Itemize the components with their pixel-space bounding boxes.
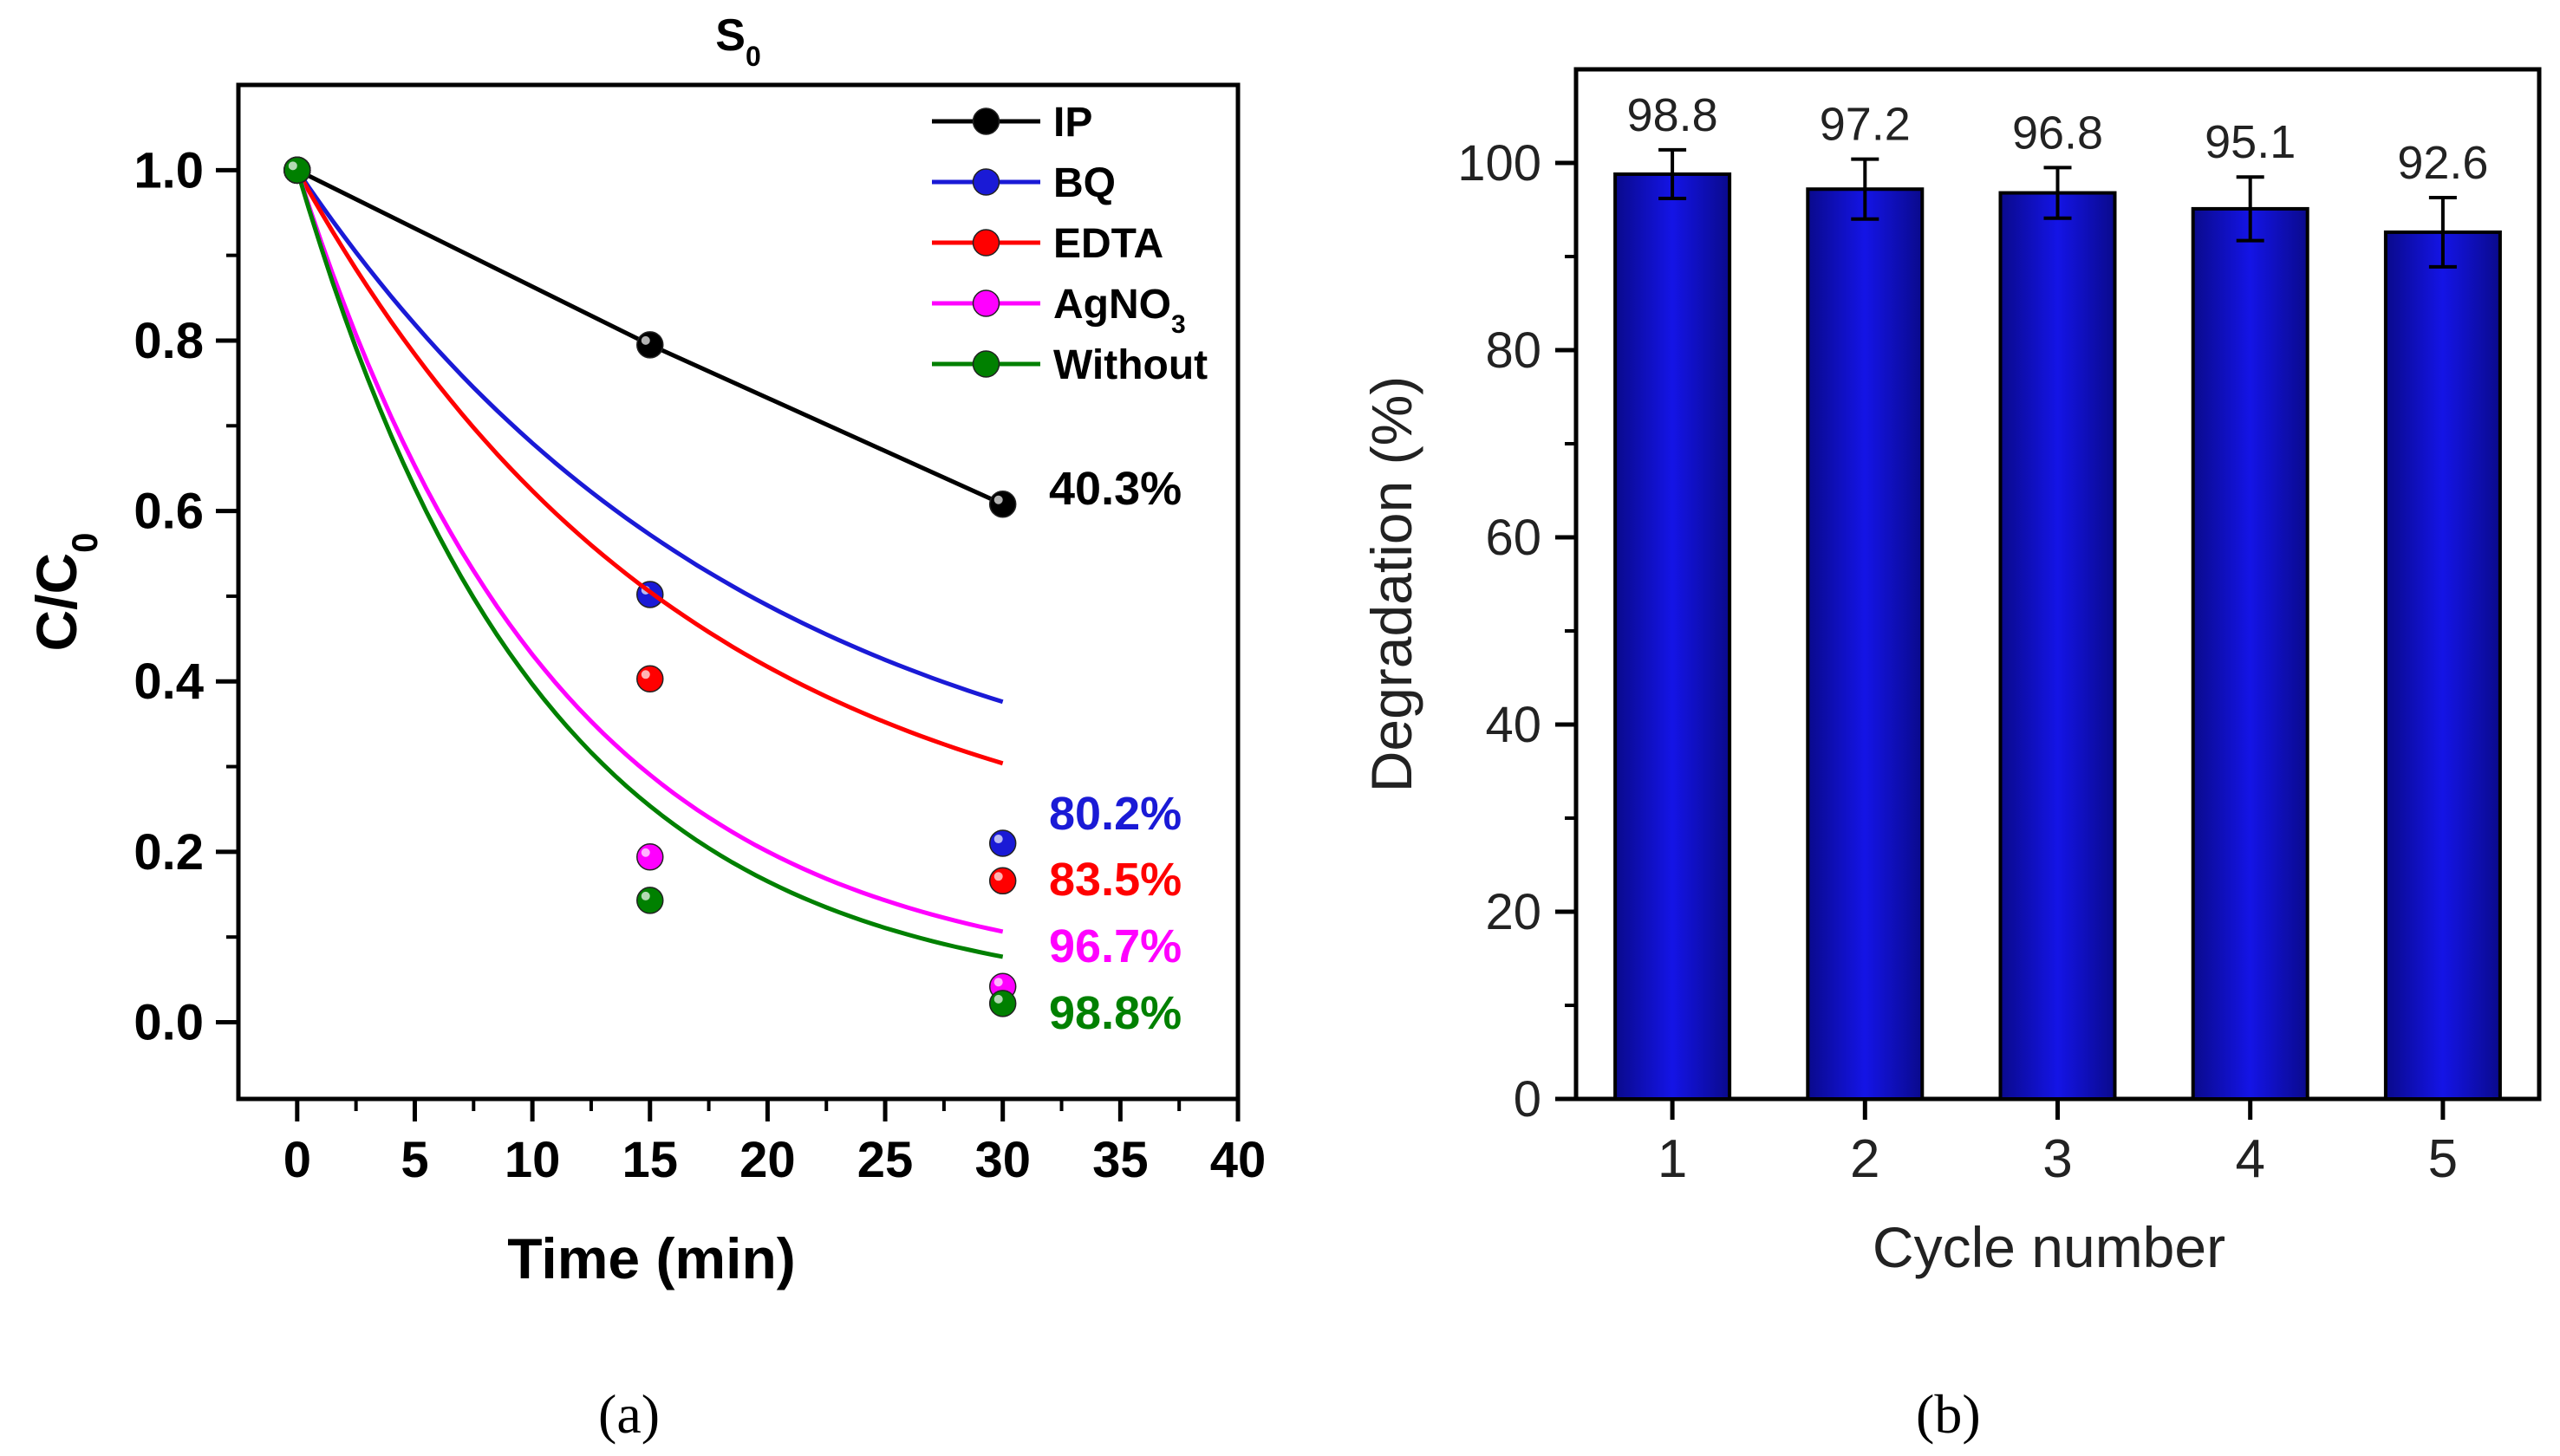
end-label-edta: 83.5%	[1049, 854, 1182, 906]
x-tick-label-a: 5	[401, 1132, 428, 1188]
data-point-highlight	[641, 670, 650, 679]
bar-cycle-3	[1998, 191, 2117, 1101]
data-point-highlight	[993, 978, 1003, 987]
data-point-edta	[636, 665, 664, 693]
panel-caption-b: (b)	[1916, 1383, 1981, 1445]
data-point-without	[988, 990, 1017, 1017]
value-label-3: 96.8	[2012, 107, 2103, 159]
legend-marker-bq	[972, 168, 1000, 196]
x-tick-label-a: 30	[974, 1132, 1031, 1188]
end-label-ip: 40.3%	[1049, 463, 1182, 515]
y-tick-label-a: 0.0	[134, 995, 204, 1051]
legend-marker-without	[972, 350, 1000, 378]
value-label-1: 98.8	[1627, 89, 1718, 141]
y-tick-label-a: 0.8	[134, 313, 204, 369]
series-line-bq	[295, 168, 1004, 705]
data-point-ip	[636, 331, 664, 359]
y-tick-label-b: 60	[1485, 510, 1541, 566]
x-tick-label-b: 2	[1850, 1129, 1879, 1189]
legend-marker-ip	[972, 107, 1000, 135]
y-tick-label-a: 0.6	[134, 484, 204, 540]
chart-a: 0 5 10 15 20 25 30 35 400.00.20.40.60.81.0S0Time…	[24, 10, 1266, 1290]
value-label-2: 97.2	[1820, 99, 1911, 151]
data-point-without	[283, 156, 311, 185]
y-axis-label-sub-a: 0	[64, 532, 105, 552]
data-point-agno	[636, 843, 664, 871]
y-tick-label-a: 1.0	[134, 142, 204, 198]
series-line-agno	[295, 169, 1004, 934]
legend-label-agno: AgNO3	[1053, 282, 1186, 339]
x-axis-label-a: Time (min)	[507, 1226, 795, 1290]
data-point-highlight	[993, 872, 1003, 881]
bar-cycle-5	[2383, 230, 2502, 1102]
x-tick-label-a: 40	[1210, 1132, 1267, 1188]
value-label-4: 95.1	[2205, 116, 2296, 168]
x-tick-label-a: 35	[1092, 1132, 1149, 1188]
y-axis-label-b: Degradation (%)	[1359, 376, 1423, 793]
y-tick-label-a: 0.4	[134, 653, 204, 710]
data-point-highlight	[993, 994, 1003, 1004]
x-tick-label-a: 0	[283, 1132, 311, 1188]
end-label-agno: 96.7%	[1049, 920, 1182, 972]
y-tick-label-b: 80	[1485, 322, 1541, 379]
data-point-highlight	[993, 835, 1003, 844]
chart-title-a: S0	[715, 10, 760, 72]
x-axis-label-b: Cycle number	[1873, 1215, 2225, 1279]
legend-label-bq: BQ	[1053, 160, 1116, 206]
value-label-5: 92.6	[2397, 137, 2488, 189]
data-point-highlight	[993, 495, 1003, 504]
x-tick-label-b: 5	[2428, 1129, 2458, 1189]
data-point-highlight	[641, 891, 650, 900]
y-axis-label-a: C/C0	[24, 532, 105, 651]
data-point-bq	[988, 829, 1017, 857]
bar-cycle-2	[1806, 187, 1925, 1102]
plot-frame-a	[236, 82, 1241, 1102]
legend-label-without: Without	[1053, 342, 1208, 388]
y-tick-label-b: 40	[1485, 697, 1541, 753]
bar-cycle-4	[2191, 206, 2309, 1101]
data-point-ip	[988, 490, 1017, 518]
end-label-without: 98.8%	[1049, 987, 1182, 1039]
legend-label-sub: 3	[1171, 310, 1186, 339]
legend-marker-edta	[972, 229, 1000, 257]
series-line-without	[295, 169, 1004, 959]
x-tick-label-b: 4	[2235, 1129, 2264, 1189]
x-tick-label-b: 1	[1658, 1129, 1687, 1189]
end-label-bq: 80.2%	[1049, 788, 1182, 840]
chart-b: 0 20 40 60 80 100 1 98.8 2 97.2 3 96.8 4 95.1 5 92.6 Cyc…	[1359, 67, 2542, 1279]
series-line-edta	[295, 169, 1004, 766]
data-point-highlight	[288, 161, 297, 171]
y-tick-label-b: 20	[1485, 884, 1541, 940]
data-point-without	[636, 887, 664, 914]
data-point-highlight	[641, 335, 650, 345]
y-tick-label-b: 0	[1514, 1071, 1541, 1128]
data-point-highlight	[641, 848, 650, 857]
panel-caption-a: (a)	[598, 1383, 661, 1445]
x-tick-label-b: 3	[2042, 1129, 2072, 1189]
chart-title-sub-a: 0	[746, 41, 761, 72]
legend-marker-agno	[972, 289, 1000, 317]
bar-cycle-1	[1613, 172, 1732, 1102]
legend-label-ip: IP	[1053, 100, 1092, 146]
y-tick-label-b: 100	[1457, 135, 1541, 192]
x-tick-label-a: 10	[505, 1132, 561, 1188]
legend-label-edta: EDTA	[1053, 221, 1163, 267]
data-point-edta	[988, 867, 1017, 895]
x-tick-label-a: 20	[739, 1132, 796, 1188]
x-tick-label-a: 25	[857, 1132, 914, 1188]
y-tick-label-a: 0.2	[134, 824, 204, 881]
x-tick-label-a: 15	[622, 1132, 679, 1188]
